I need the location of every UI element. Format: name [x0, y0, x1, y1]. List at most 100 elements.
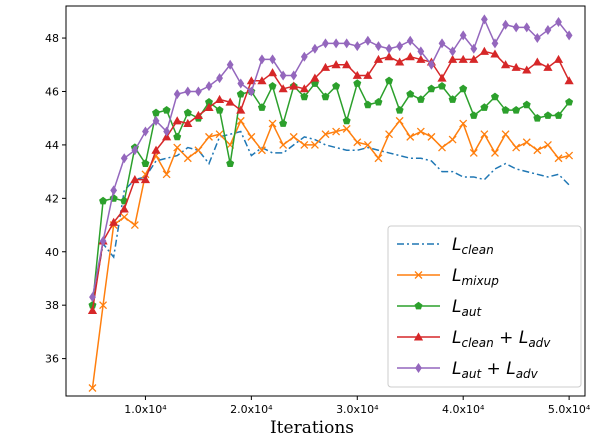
- data-point: [532, 57, 542, 66]
- data-point: [363, 100, 372, 109]
- legend-label: Lmixup: [452, 266, 499, 288]
- data-point: [406, 89, 415, 98]
- x-axis-label: Iterations: [270, 418, 354, 436]
- legend-entry: Lclean + Ladv: [397, 328, 551, 350]
- data-point: [437, 73, 447, 82]
- legend-entry: Lclean: [397, 235, 494, 257]
- legend-label-sub: mixup: [461, 274, 499, 288]
- data-point: [427, 84, 436, 93]
- data-point: [88, 300, 97, 309]
- data-point: [205, 97, 213, 106]
- data-point: [332, 127, 341, 136]
- data-point: [543, 62, 553, 71]
- data-point: [469, 111, 478, 119]
- data-point: [184, 86, 192, 97]
- data-point: [289, 132, 298, 141]
- series-1: [88, 116, 574, 392]
- legend-marker: [414, 301, 423, 310]
- data-point: [490, 92, 499, 101]
- data-point: [205, 132, 213, 141]
- axes-frame: [65, 5, 586, 397]
- data-point: [279, 70, 287, 81]
- data-point: [417, 46, 425, 57]
- data-point: [491, 148, 499, 157]
- data-point: [268, 119, 277, 128]
- data-point: [183, 108, 192, 117]
- data-point: [247, 132, 256, 141]
- legend-box: [387, 225, 582, 388]
- data-point: [353, 79, 362, 87]
- data-point: [343, 38, 351, 49]
- legend-label: Laut + Ladv: [452, 359, 539, 381]
- data-point: [438, 38, 446, 49]
- data-point: [385, 130, 394, 139]
- data-point: [236, 105, 246, 114]
- data-point: [110, 185, 118, 196]
- data-point: [322, 38, 329, 49]
- data-point: [193, 110, 203, 119]
- legend-label-sub: aut: [461, 305, 482, 319]
- data-point: [512, 143, 521, 152]
- legend-label-sub: aut: [461, 367, 482, 381]
- data-point: [310, 140, 319, 149]
- x-tick-label: 5.0x10⁴: [548, 403, 590, 416]
- data-point: [353, 41, 361, 52]
- data-point: [194, 86, 202, 97]
- data-point: [533, 33, 541, 44]
- x-tick-label: 3.0x10⁴: [336, 403, 379, 416]
- data-point: [565, 30, 573, 41]
- data-point: [267, 68, 278, 77]
- data-point: [89, 292, 96, 303]
- data-point: [459, 30, 467, 41]
- y-tick-label: 42: [45, 192, 59, 205]
- data-point: [225, 97, 235, 106]
- data-point: [331, 60, 341, 69]
- legend-entry: Laut: [397, 297, 482, 319]
- data-point: [236, 89, 245, 98]
- data-point: [395, 105, 404, 114]
- data-point: [162, 170, 171, 179]
- series-line: [91, 17, 570, 298]
- data-point: [458, 54, 468, 63]
- data-point: [469, 148, 478, 157]
- data-point: [342, 124, 351, 133]
- data-point: [205, 81, 213, 92]
- data-point: [163, 126, 171, 137]
- data-point: [522, 65, 532, 74]
- x-tick-label: 1.0x10⁴: [124, 403, 167, 416]
- data-point: [237, 78, 245, 89]
- data-point: [459, 119, 468, 128]
- data-point: [428, 59, 435, 70]
- data-point: [214, 94, 225, 103]
- legend-label-sub: clean: [461, 243, 493, 257]
- data-point: [332, 38, 340, 49]
- data-point: [363, 70, 373, 79]
- data-point: [533, 146, 542, 155]
- data-point: [88, 384, 97, 392]
- data-point: [300, 51, 308, 62]
- data-point: [353, 138, 362, 147]
- data-point: [438, 81, 446, 90]
- data-point: [374, 97, 383, 106]
- data-point: [87, 305, 98, 314]
- data-point: [554, 111, 563, 119]
- data-point: [449, 46, 457, 57]
- data-point: [321, 92, 330, 101]
- x-tick-label: 4.0x10⁴: [442, 403, 485, 416]
- legend-label-sub: clean: [461, 336, 493, 350]
- data-point: [405, 52, 415, 61]
- x-tick-label: 2.0x10⁴: [230, 403, 273, 416]
- data-point: [257, 146, 266, 155]
- legend-label-main: L: [452, 266, 461, 286]
- data-point: [500, 60, 511, 69]
- data-point: [459, 84, 468, 93]
- legend-entry: Laut + Ladv: [397, 359, 539, 381]
- data-point: [479, 46, 489, 55]
- data-point: [501, 105, 510, 114]
- data-point: [384, 52, 394, 61]
- data-point: [119, 204, 129, 213]
- legend-marker: [414, 271, 423, 279]
- data-point: [99, 236, 107, 247]
- data-point: [109, 217, 119, 226]
